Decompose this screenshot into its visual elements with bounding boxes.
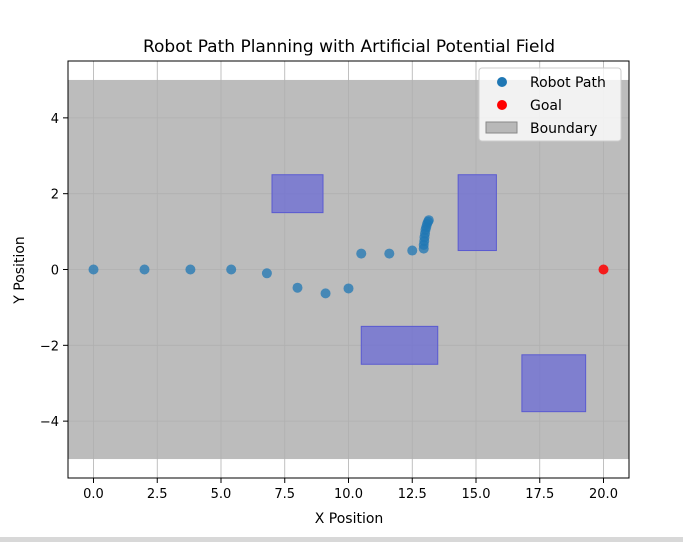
- robot-path-point: [407, 245, 418, 256]
- legend: Robot Path Goal Boundary: [478, 67, 622, 142]
- y-tick-label: 0: [51, 264, 59, 279]
- obstacle-3: [457, 174, 497, 252]
- goal-points: [598, 264, 609, 275]
- x-tick-label: 12.5: [398, 487, 427, 502]
- x-tick-label: 2.5: [147, 487, 168, 502]
- goal-point: [598, 264, 609, 275]
- plot-area: [67, 60, 630, 479]
- x-tick-label: 10.0: [334, 487, 363, 502]
- robot-path-point: [261, 268, 272, 279]
- obstacles: [271, 174, 587, 413]
- x-tick-label: 0.0: [83, 487, 104, 502]
- legend-marker-boundary: [485, 121, 518, 134]
- robot-path-point: [226, 264, 237, 275]
- window-bottom-edge: [0, 537, 683, 542]
- robot-path-point: [88, 264, 99, 275]
- legend-marker-goal: [497, 100, 507, 110]
- robot-path-points: [88, 215, 434, 299]
- y-tick-label: −2: [40, 339, 59, 354]
- chart-title: Robot Path Planning with Artificial Pote…: [143, 37, 555, 57]
- legend-label-goal: Goal: [530, 98, 562, 114]
- y-tick-label: −4: [40, 415, 59, 430]
- legend-marker-robot-path: [497, 77, 507, 87]
- y-tick-label: 2: [51, 188, 59, 203]
- x-tick-label: 7.5: [274, 487, 295, 502]
- robot-path-point: [292, 282, 303, 293]
- x-tick-label: 20.0: [589, 487, 618, 502]
- legend-label-boundary: Boundary: [530, 121, 597, 137]
- robot-path-point: [185, 264, 196, 275]
- y-axis-label: Y Position: [12, 236, 28, 305]
- obstacle-2: [360, 325, 439, 365]
- robot-path-point: [423, 215, 434, 226]
- legend-label-robot-path: Robot Path: [530, 75, 606, 91]
- robot-path-point: [356, 248, 367, 259]
- y-tick-label: 4: [51, 112, 59, 127]
- robot-path-point: [384, 248, 395, 259]
- obstacle-1: [271, 174, 324, 214]
- x-axis-ticks: 0.0 2.5 5.0 7.5 10.0 12.5 15.0 17.5 20.0: [83, 478, 618, 502]
- x-tick-label: 17.5: [525, 487, 554, 502]
- robot-path-point: [320, 288, 331, 299]
- x-tick-label: 15.0: [462, 487, 491, 502]
- robot-path-point: [343, 283, 354, 294]
- y-axis-ticks: −4 −2 0 2 4: [40, 112, 68, 430]
- obstacle-4: [521, 354, 587, 413]
- robot-path-point: [139, 264, 150, 275]
- x-tick-label: 5.0: [211, 487, 232, 502]
- x-axis-label: X Position: [315, 511, 384, 527]
